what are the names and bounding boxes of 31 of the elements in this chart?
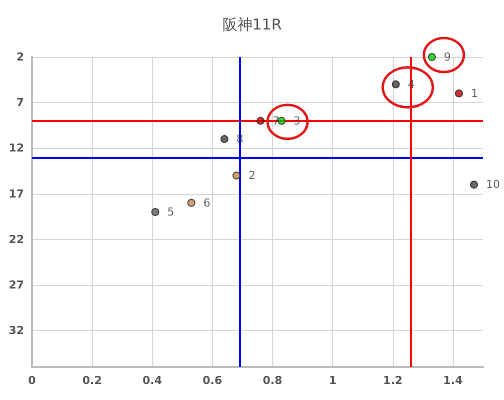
x-tick-label: 0.4: [142, 374, 162, 387]
point: [187, 198, 196, 207]
point: [151, 208, 160, 216]
series-label: 5: [167, 206, 174, 218]
point: [454, 89, 463, 98]
x-tick-label: 1.2: [383, 374, 403, 387]
chart-title: 阪神11R: [222, 16, 282, 34]
y-tick-label: 27: [8, 278, 24, 292]
x-tick-label: 0: [28, 374, 36, 387]
point: [392, 80, 400, 88]
x-tick-label: 1: [328, 374, 336, 387]
point: [232, 172, 240, 180]
x-tick-label: 0.8: [262, 374, 282, 387]
x-tick-label: 0.6: [202, 374, 222, 387]
y-tick-label: 12: [8, 142, 24, 155]
series-label: 9: [444, 50, 451, 64]
y-tick-label: 7: [16, 96, 24, 110]
series-label: 10: [486, 178, 500, 192]
y-tick-label: 17: [8, 187, 24, 200]
y-tick-label: 2: [16, 50, 24, 64]
y-tick-label: 22: [8, 232, 24, 246]
series-label: 1: [470, 86, 478, 100]
point: [256, 116, 265, 125]
y-tick-label: 32: [8, 324, 24, 338]
series-label: 2: [248, 169, 256, 182]
point: [428, 53, 436, 61]
point: [470, 180, 478, 189]
point: [220, 135, 228, 144]
series-label: 6: [203, 196, 210, 210]
x-tick-label: 1.4: [443, 374, 464, 387]
x-tick-label: 0.2: [82, 374, 102, 387]
